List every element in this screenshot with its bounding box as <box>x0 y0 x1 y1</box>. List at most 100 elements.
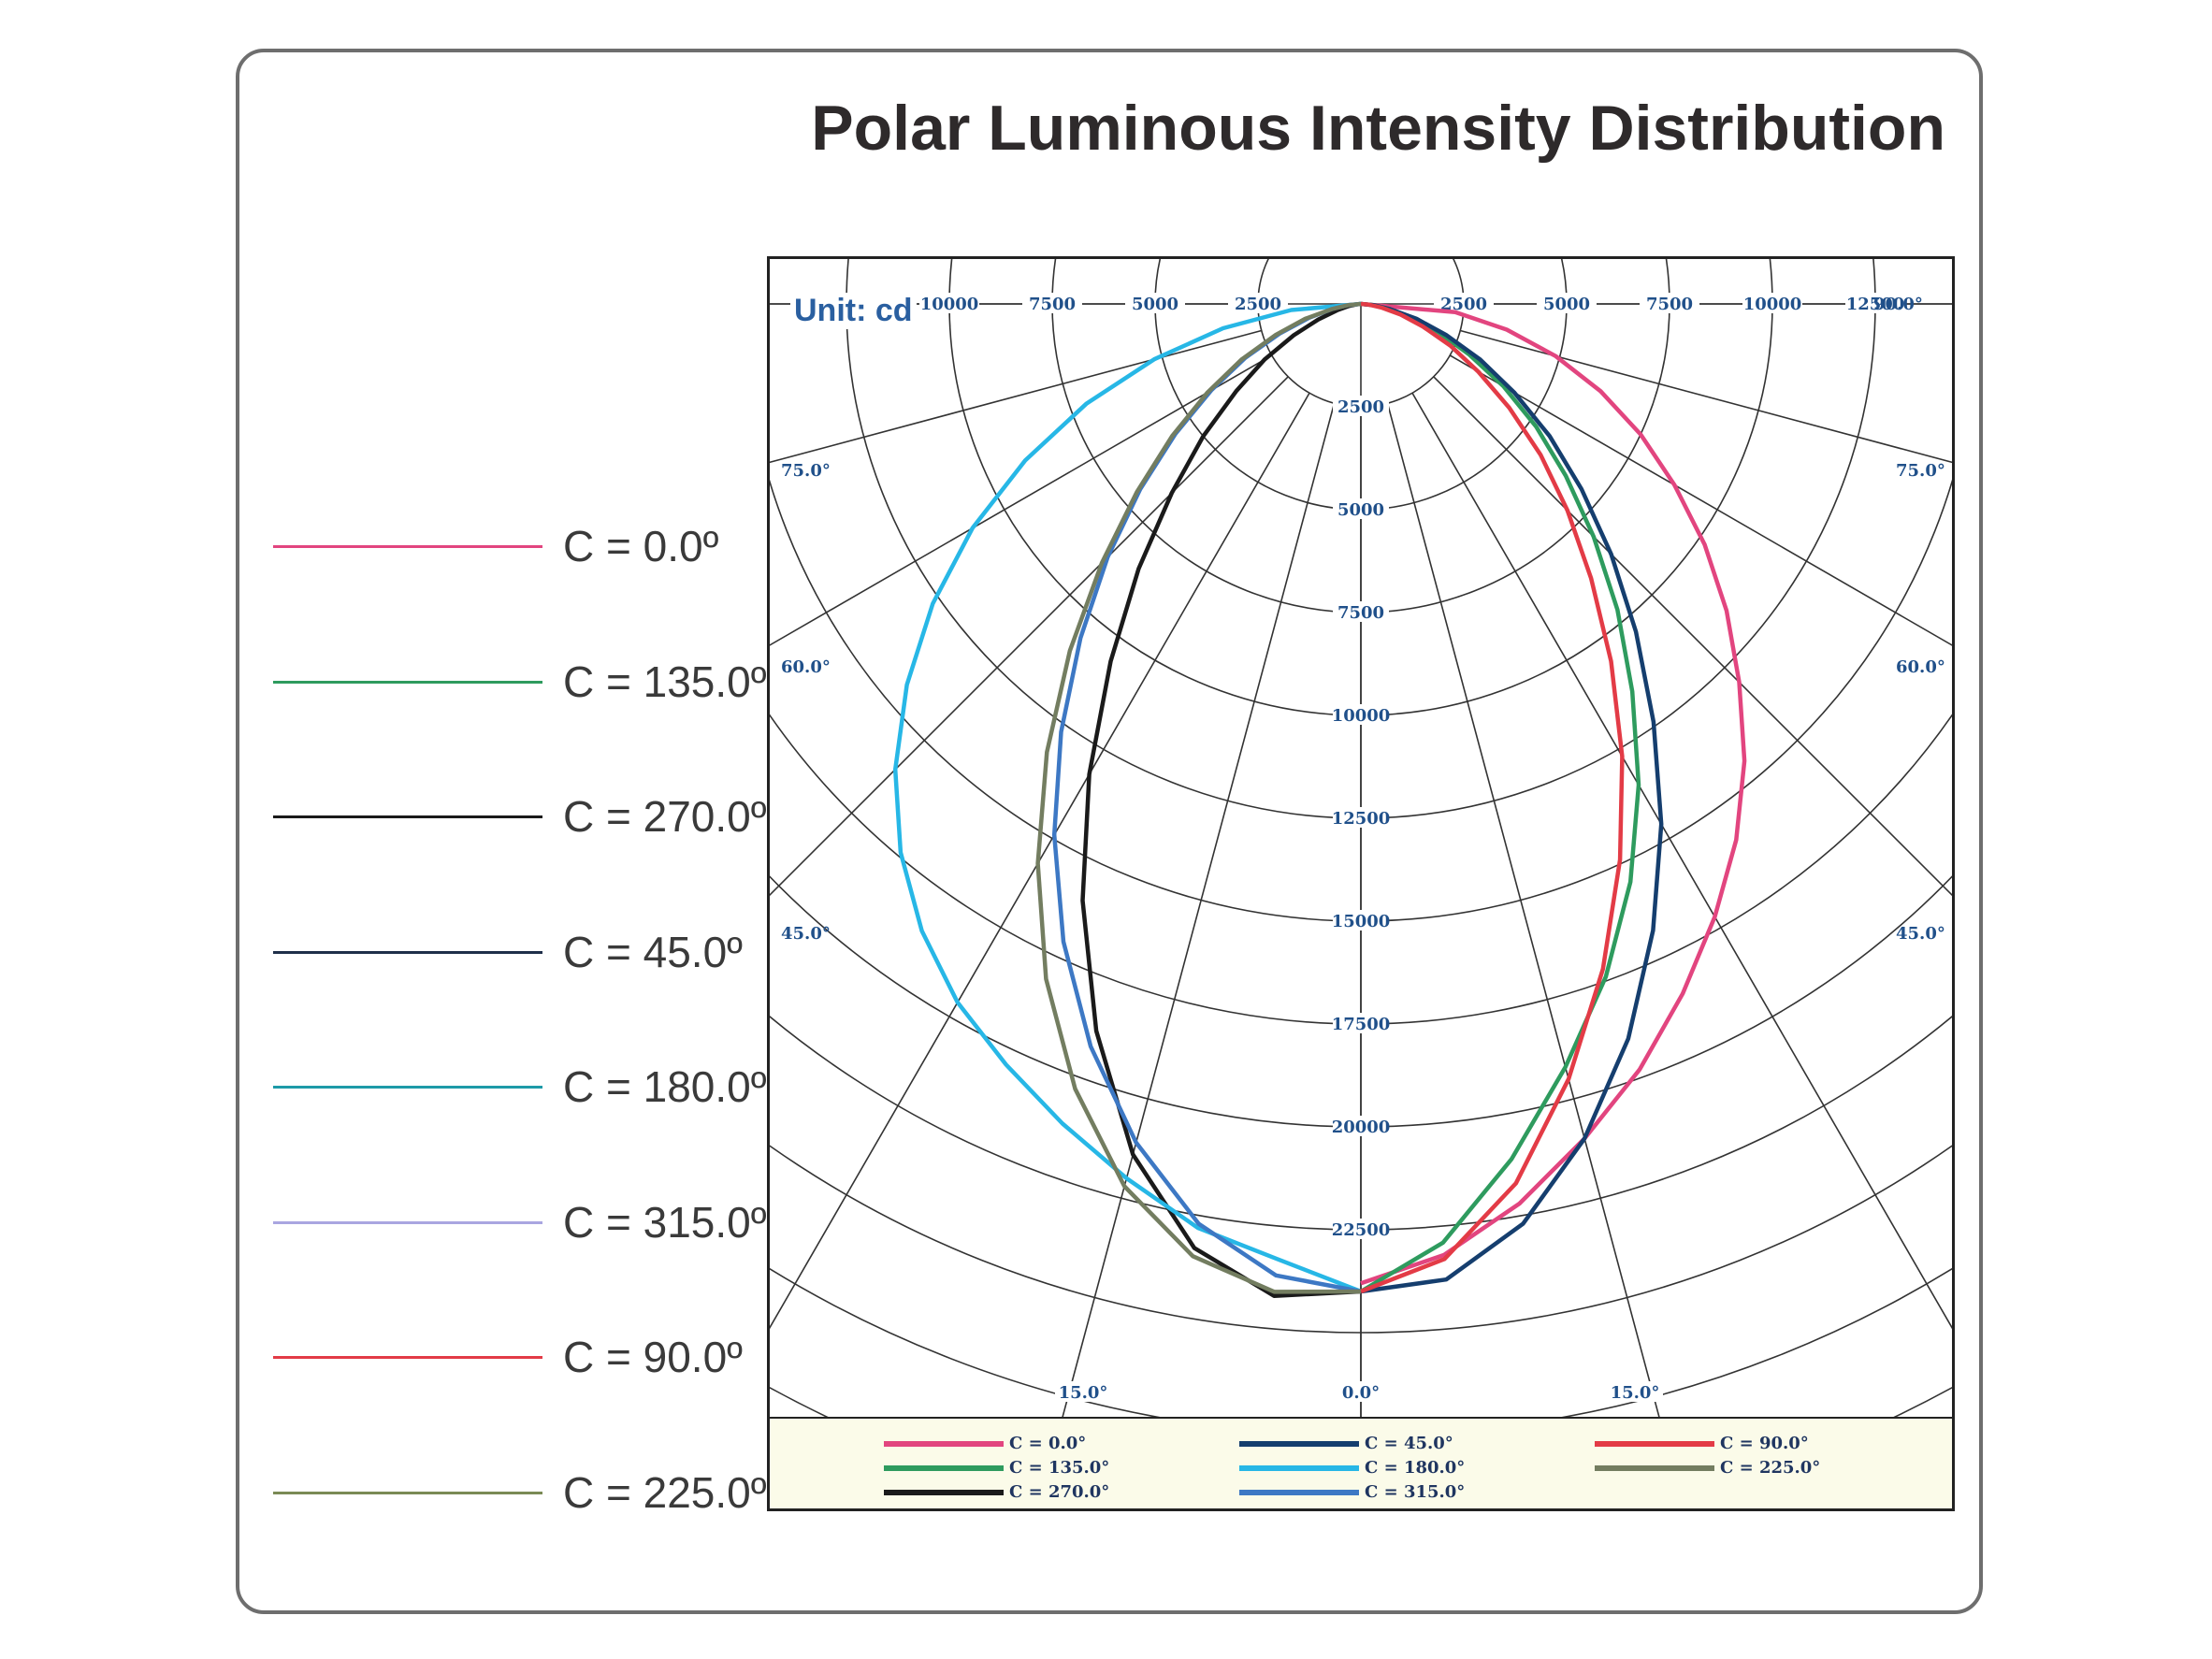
top-tick-bg <box>1845 293 1905 313</box>
radial-tick-label: 12500 <box>1332 809 1391 829</box>
radial-tick-label: 22500 <box>1332 1220 1391 1240</box>
radial-tick-bg <box>1333 704 1389 725</box>
angle-label-left: 60.0° <box>781 657 831 677</box>
top-tick-bg <box>1640 293 1699 313</box>
unit-label: Unit: cd <box>790 293 917 329</box>
inner-legend-swatch <box>884 1465 1004 1471</box>
inner-legend: C = 0.0° C = 45.0° C = 90.0° C = 135.0° C = … <box>770 1417 1952 1508</box>
top-tick-label: 2500 <box>1440 295 1487 314</box>
grid-spoke <box>1411 392 1952 1330</box>
side-legend-label: C = 0.0º <box>563 522 719 570</box>
side-legend-label: C = 45.0º <box>563 927 743 976</box>
top-tick-label: 2500 <box>1235 295 1281 314</box>
series-curve-5 <box>1051 301 1362 1294</box>
series-curves <box>892 301 1747 1298</box>
bottom-tick-bg <box>1333 1381 1389 1402</box>
inner-legend-item: C = 0.0° <box>884 1432 1221 1456</box>
inner-legend-swatch <box>1595 1441 1714 1447</box>
top-tick-label: 7500 <box>1029 295 1076 314</box>
side-legend-swatch <box>273 1356 542 1359</box>
radial-tick-label: 7500 <box>1337 603 1384 623</box>
series-curve-7 <box>1035 301 1362 1294</box>
inner-legend-label: C = 180.0° <box>1365 1458 1466 1478</box>
top-tick-bg <box>1537 293 1597 313</box>
radial-tick-bg <box>1333 1116 1389 1136</box>
inner-legend-item: C = 45.0° <box>1239 1432 1576 1456</box>
radial-tick-bg <box>1333 1219 1389 1239</box>
inner-legend-item: C = 225.0° <box>1595 1456 1931 1480</box>
polar-plot-area: 2500 5000 7500 10000 12500 15000 17500 20000 225… <box>767 256 1955 1511</box>
radial-tick-label: 20000 <box>1332 1118 1391 1137</box>
top-tick-bg <box>919 293 979 313</box>
series-curve-2 <box>1080 301 1362 1298</box>
angle-label-right: 60.0° <box>1896 657 1945 677</box>
radial-tick-bg <box>1333 396 1389 416</box>
top-tick-label: 10000 <box>920 295 979 314</box>
radial-tick-label: 15000 <box>1332 912 1391 931</box>
polar-grid <box>770 259 1952 1417</box>
chart-title: Polar Luminous Intensity Distribution <box>811 93 1945 164</box>
side-legend-item: C = 270.0º <box>273 788 778 844</box>
top-tick-label: 5000 <box>1543 295 1590 314</box>
side-legend-swatch <box>273 815 542 818</box>
grid-spoke <box>1433 376 1952 897</box>
radial-tick-label: 5000 <box>1337 500 1384 520</box>
bottom-tick-bg <box>1607 1381 1663 1402</box>
side-legend-swatch <box>273 1220 542 1224</box>
side-legend-item: C = 90.0º <box>273 1329 778 1385</box>
side-legend-label: C = 270.0º <box>563 792 767 841</box>
bottom-angle-label: 0.0° <box>1342 1383 1380 1403</box>
top-tick-label: 10000 <box>1743 295 1802 314</box>
radial-tick-bg <box>1333 1013 1389 1033</box>
side-legend-item: C = 225.0º <box>273 1464 778 1521</box>
side-legend-label: C = 90.0º <box>563 1333 743 1381</box>
side-legend-item: C = 315.0º <box>273 1194 778 1250</box>
tick-labels: 2500 5000 7500 10000 12500 15000 17500 20000 225… <box>781 293 1945 1403</box>
grid-spoke <box>1460 329 1952 464</box>
top-tick-label: 12500 <box>1846 295 1905 314</box>
grid-spoke <box>770 376 1289 897</box>
series-curve-1 <box>1359 301 1641 1293</box>
angle-label-right: 75.0° <box>1896 461 1945 481</box>
top-tick-label: 7500 <box>1646 295 1693 314</box>
angle-label-left: 45.0° <box>781 924 831 944</box>
side-legend-swatch <box>273 950 542 954</box>
side-legend-item: C = 45.0º <box>273 924 778 980</box>
inner-legend-item: C = 180.0° <box>1239 1456 1576 1480</box>
side-legend-swatch <box>273 545 542 548</box>
radial-tick-bg <box>1333 601 1389 622</box>
side-legend-label: C = 180.0º <box>563 1062 767 1111</box>
radial-tick-label: 10000 <box>1332 706 1391 726</box>
grid-spoke <box>1062 403 1336 1417</box>
grid-spoke <box>1386 403 1660 1417</box>
radial-tick-bg <box>1333 910 1389 930</box>
inner-legend-item: C = 90.0° <box>1595 1432 1931 1456</box>
inner-legend-swatch <box>1239 1441 1359 1447</box>
top-tick-bg <box>1022 293 1082 313</box>
radial-tick-label: 17500 <box>1332 1015 1391 1034</box>
side-legend-label: C = 135.0º <box>563 656 767 706</box>
radial-tick-bg <box>1333 498 1389 519</box>
top-tick-bg <box>1228 293 1288 313</box>
side-legend-label: C = 225.0º <box>563 1467 767 1517</box>
side-legend-item: C = 180.0º <box>273 1059 778 1115</box>
inner-legend-item: C = 270.0° <box>884 1480 1221 1505</box>
angle-label-right: 45.0° <box>1896 924 1945 944</box>
polar-chart: 2500 5000 7500 10000 12500 15000 17500 20000 225… <box>770 259 1952 1417</box>
grid-spoke <box>1449 354 1952 646</box>
inner-legend-label: C = 90.0° <box>1720 1434 1809 1453</box>
series-curve-4 <box>892 301 1362 1294</box>
inner-legend-swatch <box>884 1490 1004 1495</box>
top-tick-bg <box>1125 293 1185 313</box>
side-legend-item: C = 135.0º <box>273 654 778 710</box>
grid-spoke <box>770 392 1310 1330</box>
side-legend-swatch <box>273 680 542 684</box>
top-tick-bg <box>1742 293 1802 313</box>
inner-legend-label: C = 270.0° <box>1009 1482 1110 1502</box>
top-tick-label: 5000 <box>1132 295 1178 314</box>
radial-tick-label: 2500 <box>1337 397 1384 417</box>
side-legend-swatch <box>273 1086 542 1089</box>
inner-legend-swatch <box>1239 1490 1359 1495</box>
side-legend-swatch <box>273 1491 542 1494</box>
radial-tick-bg <box>1333 807 1389 828</box>
